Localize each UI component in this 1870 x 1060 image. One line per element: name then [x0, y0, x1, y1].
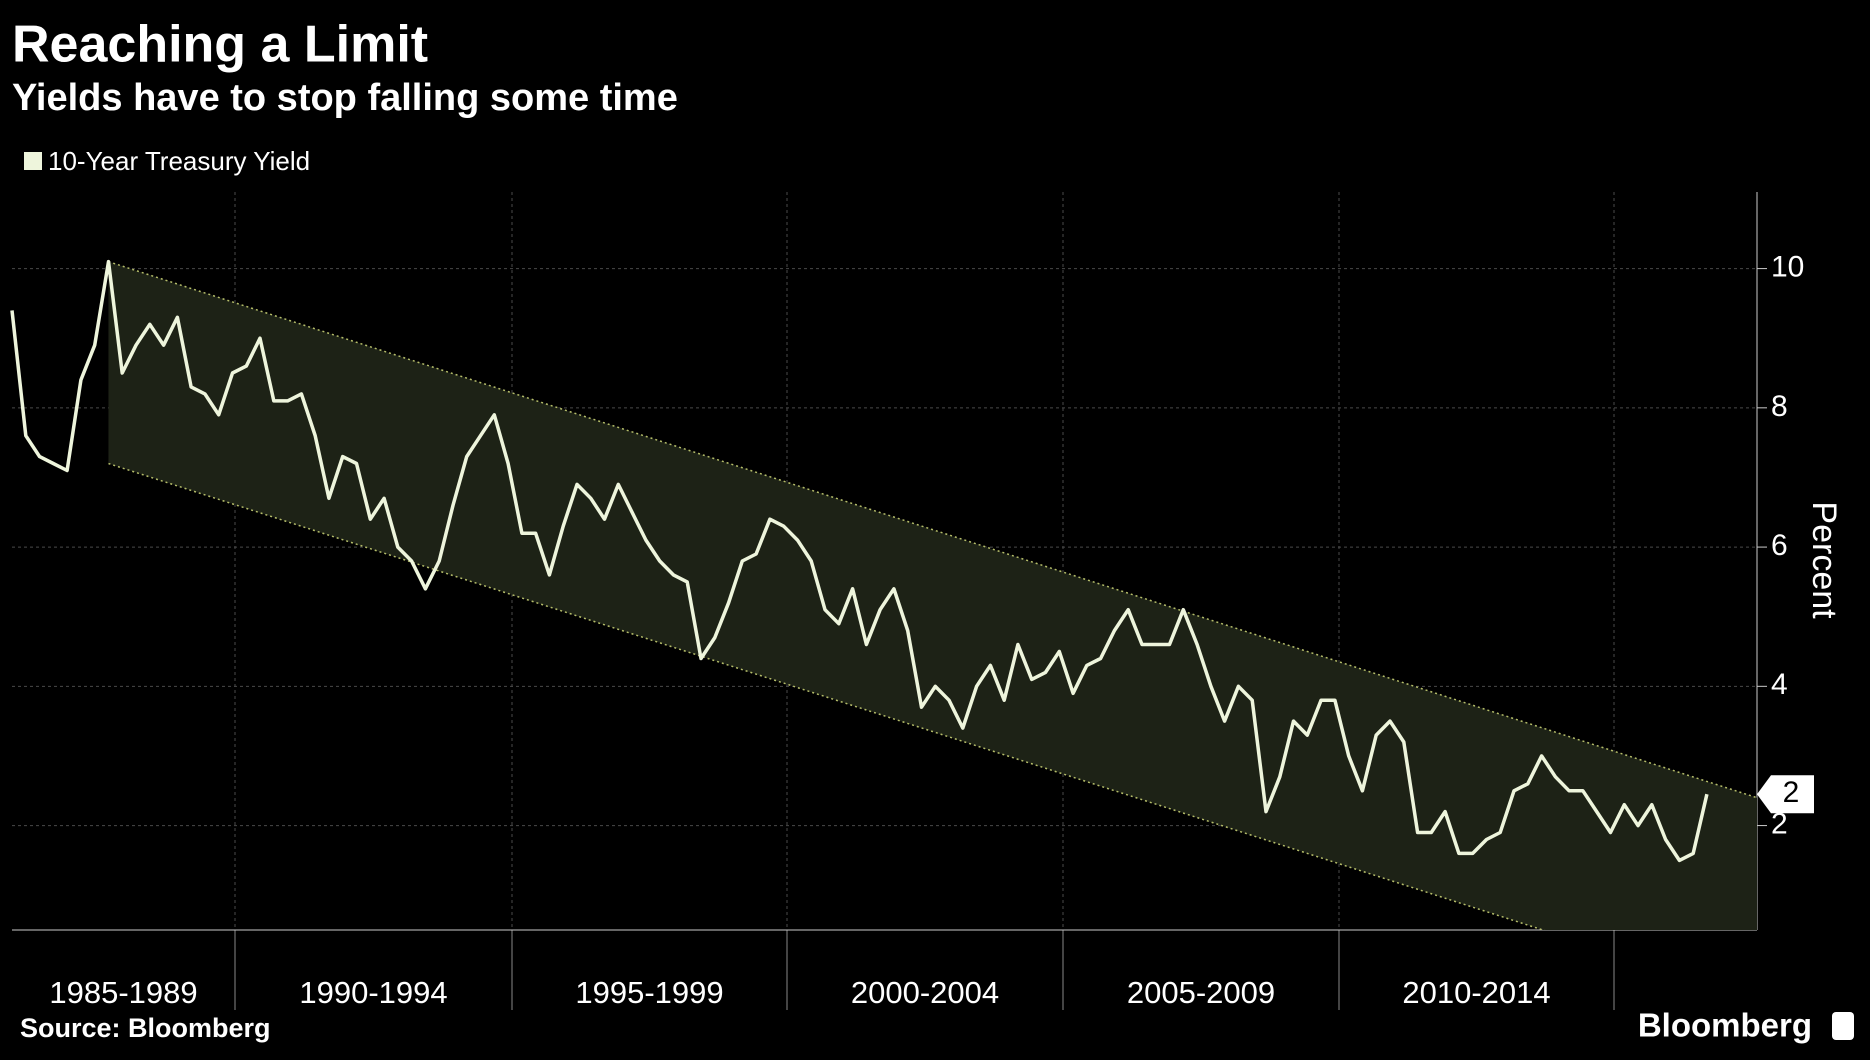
value-label: 2 [1783, 776, 1800, 809]
channel [108, 260, 1757, 930]
channel-edge [108, 260, 1757, 799]
y-axis-label: Percent [1805, 501, 1843, 619]
chart-title: Reaching a Limit [12, 16, 428, 74]
y-tick-label: 2 [1771, 807, 1788, 840]
channel-edge [108, 462, 1546, 930]
y-tick-label: 10 [1771, 251, 1804, 284]
legend-label: 10-Year Treasury Yield [48, 146, 310, 176]
chart-subtitle: Yields have to stop falling some time [12, 77, 678, 119]
y-tick-label: 6 [1771, 529, 1788, 562]
brand-icon [1832, 1012, 1854, 1040]
source: Source: Bloomberg [20, 1013, 271, 1043]
x-tick-label: 1985-1989 [49, 975, 197, 1010]
y-tick-label: 8 [1771, 390, 1788, 423]
x-tick-label: 2000-2004 [851, 975, 999, 1010]
channel-band [108, 261, 1757, 930]
x-tick-label: 1995-1999 [575, 975, 723, 1010]
y-tick-label: 4 [1771, 668, 1788, 701]
legend-swatch [24, 152, 42, 170]
brand: Bloomberg [1638, 1007, 1812, 1044]
x-tick-label: 1990-1994 [299, 975, 447, 1010]
x-tick-label: 2010-2014 [1402, 975, 1550, 1010]
x-tick-label: 2005-2009 [1127, 975, 1275, 1010]
value-tag [1757, 775, 1814, 814]
data-line [10, 259, 1709, 863]
